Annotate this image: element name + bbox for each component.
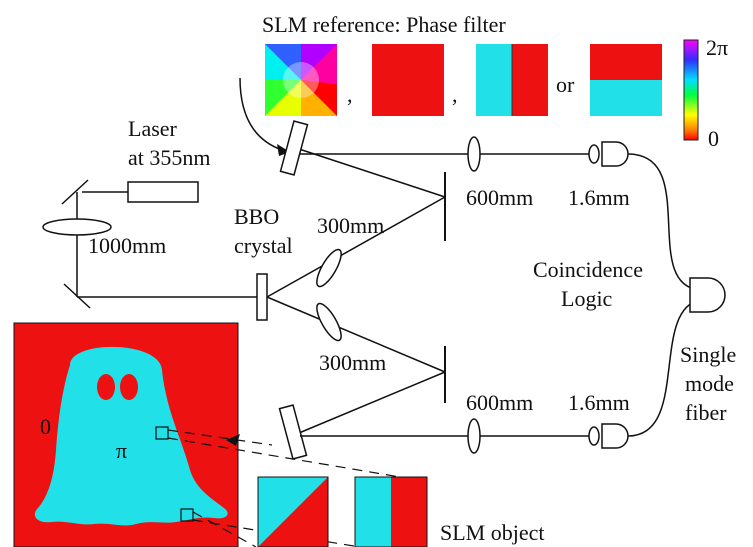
- curved-arrow: [239, 77, 283, 151]
- zoom-box-lower: [180, 508, 194, 522]
- bbo-label-line2: crystal: [234, 233, 293, 258]
- zoom-vertical-pattern: [354, 476, 428, 547]
- colorbar-max-label: 2π: [706, 35, 728, 60]
- colorbar-min-label: 0: [708, 126, 719, 151]
- mirror-bottom: [63, 283, 91, 309]
- laser-label-line1: Laser: [128, 116, 178, 141]
- lens-300mm-bottom: [316, 302, 342, 342]
- ghost-eye-right: [120, 374, 138, 400]
- zoom-arrow-icon: [226, 434, 240, 446]
- ghost-eye-left: [97, 374, 115, 400]
- laser-label-line2: at 355nm: [128, 145, 211, 170]
- fiber-label-line2: mode: [685, 371, 734, 396]
- coincidence-label-line2: Logic: [561, 286, 613, 311]
- lens-600mm-top: [467, 136, 481, 172]
- horizontal-step-filter: [590, 44, 662, 116]
- lens-1000mm-label: 1000mm: [88, 233, 166, 258]
- fiber-top: [627, 153, 701, 291]
- bbo-crystal: [256, 273, 268, 321]
- dist-600-bottom: 600mm: [466, 390, 533, 415]
- dist-16-top: 1.6mm: [568, 185, 630, 210]
- zoom-diagonal-pattern: [257, 476, 329, 547]
- fiber-coupler-top: [588, 141, 629, 167]
- dist-300-bottom: 300mm: [319, 350, 386, 375]
- laser-source: [127, 181, 199, 203]
- zoom-line: [167, 429, 273, 446]
- arm-to-slm-bottom: [298, 371, 446, 434]
- zoom-line: [167, 437, 401, 478]
- dist-16-bottom: 1.6mm: [568, 390, 630, 415]
- lens-300mm-top: [316, 248, 342, 288]
- object-pi-label: π: [116, 438, 127, 463]
- mirror-top: [61, 179, 89, 205]
- uniform-phase-filter: [372, 44, 444, 116]
- ghost-object-image: 0 π: [13, 322, 239, 547]
- zoom-line: [192, 511, 257, 547]
- slm-reference-title: SLM reference: Phase filter: [262, 12, 506, 37]
- phase-colorbar: [683, 39, 699, 141]
- slm-object: [278, 404, 308, 460]
- object-zero-label: 0: [40, 414, 51, 439]
- lens-1000mm: [42, 218, 112, 236]
- zoom-box-upper: [155, 426, 169, 440]
- separator-or: or: [556, 72, 575, 97]
- fiber-label-line3: fiber: [685, 400, 727, 425]
- phase-vortex-filter: [265, 44, 337, 116]
- zoom-line: [192, 519, 361, 547]
- slm-object-label: SLM object: [440, 520, 545, 545]
- dist-600-top: 600mm: [466, 185, 533, 210]
- ghost-shape: [34, 346, 228, 526]
- slm-reference: [279, 120, 309, 176]
- arm-up-1: [266, 196, 446, 298]
- coincidence-label-line1: Coincidence: [533, 257, 643, 282]
- fiber-label-line1: Single: [680, 342, 736, 367]
- separator-1: ,: [347, 82, 353, 107]
- arm-down-1: [266, 296, 446, 373]
- bbo-label-line1: BBO: [234, 204, 279, 229]
- vertical-step-filter: [476, 44, 548, 116]
- coincidence-detector: [689, 277, 726, 313]
- dist-300-top: 300mm: [317, 213, 384, 238]
- separator-2: ,: [452, 82, 458, 107]
- fiber-bottom: [627, 299, 701, 437]
- fiber-coupler-bottom: [588, 423, 629, 449]
- lens-600mm-bottom: [467, 418, 481, 454]
- arm-to-slm-top: [298, 148, 446, 198]
